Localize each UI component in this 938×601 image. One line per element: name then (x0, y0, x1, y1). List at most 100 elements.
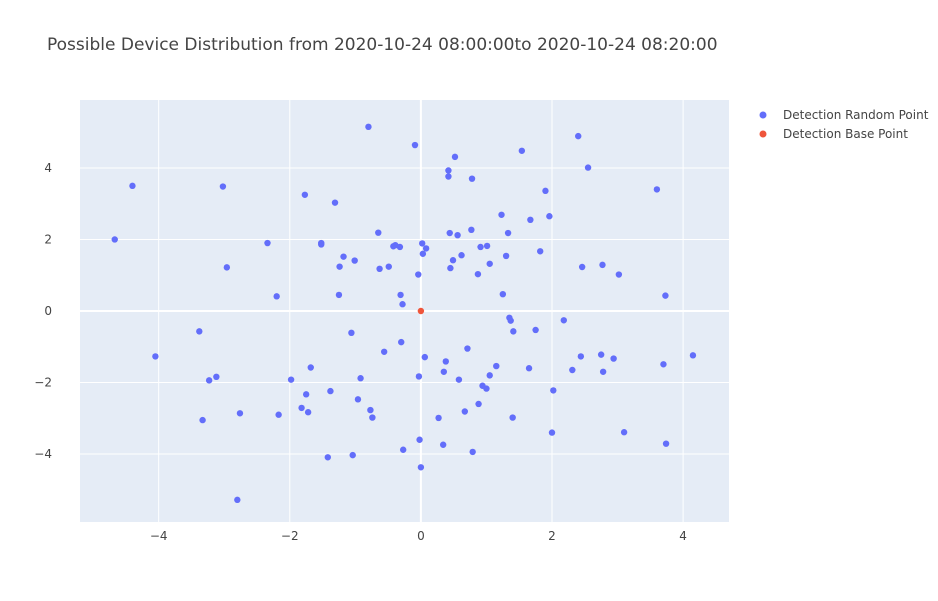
random-point-marker[interactable] (348, 329, 355, 337)
base-point-marker[interactable] (417, 307, 425, 315)
random-point-marker[interactable] (422, 245, 430, 252)
random-point-marker[interactable] (439, 441, 447, 448)
random-point-marker[interactable] (578, 263, 586, 271)
random-point-marker[interactable] (577, 353, 585, 360)
random-point-marker[interactable] (375, 229, 382, 236)
random-point-marker[interactable] (525, 365, 533, 372)
random-point-marker[interactable] (331, 199, 339, 206)
random-point-marker[interactable] (385, 263, 392, 270)
random-point-marker[interactable] (287, 376, 295, 383)
random-point-marker[interactable] (502, 252, 510, 260)
random-point-marker[interactable] (455, 376, 463, 383)
random-point-marker[interactable] (415, 373, 423, 380)
random-point-marker[interactable] (213, 373, 220, 381)
random-point-marker[interactable] (610, 355, 617, 362)
random-point-marker[interactable] (199, 416, 206, 424)
random-point-marker[interactable] (560, 317, 567, 324)
random-point-marker[interactable] (380, 348, 388, 355)
random-point-marker[interactable] (504, 229, 512, 237)
legend[interactable]: Detection Random Point Detection Base Po… (759, 108, 929, 141)
random-point-marker[interactable] (660, 361, 667, 368)
random-point-marker[interactable] (689, 352, 697, 359)
random-point-marker[interactable] (336, 263, 343, 270)
random-point-marker[interactable] (458, 252, 465, 259)
random-point-marker[interactable] (376, 265, 383, 272)
random-point-marker[interactable] (599, 368, 607, 375)
random-point-marker[interactable] (234, 496, 241, 504)
random-point-marker[interactable] (483, 242, 491, 250)
random-point-marker[interactable] (335, 291, 343, 299)
random-point-marker[interactable] (365, 123, 372, 131)
random-point-marker[interactable] (449, 257, 457, 264)
random-point-marker[interactable] (446, 229, 453, 237)
random-point-marker[interactable] (599, 261, 606, 269)
random-point-marker[interactable] (584, 164, 592, 171)
random-point-marker[interactable] (236, 410, 244, 417)
random-point-marker[interactable] (396, 243, 404, 251)
random-point-marker[interactable] (532, 326, 539, 334)
random-point-marker[interactable] (129, 182, 136, 190)
random-point-marker[interactable] (518, 147, 526, 154)
random-point-marker[interactable] (447, 264, 454, 272)
random-point-marker[interactable] (469, 448, 476, 456)
random-point-marker[interactable] (111, 236, 118, 243)
random-point-marker[interactable] (542, 187, 549, 195)
random-point-marker[interactable] (324, 454, 331, 461)
random-point-marker[interactable] (369, 414, 376, 421)
random-point-marker[interactable] (474, 270, 482, 278)
random-point-marker[interactable] (327, 387, 334, 395)
random-point-marker[interactable] (575, 132, 582, 140)
random-point-marker[interactable] (509, 414, 516, 421)
random-point-marker[interactable] (486, 372, 493, 379)
random-point-marker[interactable] (152, 353, 159, 360)
random-point-marker[interactable] (445, 167, 452, 174)
random-point-marker[interactable] (196, 328, 203, 335)
random-point-marker[interactable] (399, 446, 407, 453)
random-point-marker[interactable] (419, 250, 427, 257)
random-point-marker[interactable] (419, 240, 426, 247)
random-point-marker[interactable] (399, 301, 406, 308)
random-point-marker[interactable] (662, 292, 669, 299)
random-point-marker[interactable] (475, 400, 482, 408)
random-point-marker[interactable] (464, 345, 471, 352)
random-point-marker[interactable] (550, 387, 557, 394)
random-point-marker[interactable] (510, 328, 517, 335)
random-point-marker[interactable] (493, 362, 500, 370)
random-point-marker[interactable] (219, 183, 227, 190)
random-point-marker[interactable] (435, 414, 442, 422)
random-point-marker[interactable] (354, 396, 362, 403)
random-point-marker[interactable] (421, 353, 429, 361)
random-point-marker[interactable] (298, 404, 305, 412)
random-point-marker[interactable] (397, 291, 404, 299)
random-point-marker[interactable] (415, 271, 422, 278)
random-point-marker[interactable] (275, 411, 282, 418)
random-point-marker[interactable] (205, 377, 213, 384)
random-point-marker[interactable] (351, 257, 358, 264)
random-point-marker[interactable] (662, 440, 670, 447)
legend-item-random[interactable]: Detection Random Point (759, 108, 929, 122)
random-point-marker[interactable] (477, 243, 484, 251)
random-point-marker[interactable] (537, 248, 544, 255)
random-point-marker[interactable] (264, 239, 271, 247)
random-point-marker[interactable] (349, 451, 356, 459)
random-point-marker[interactable] (445, 173, 452, 180)
random-point-marker[interactable] (569, 366, 576, 374)
random-point-marker[interactable] (468, 175, 476, 182)
random-point-marker[interactable] (357, 375, 364, 382)
random-point-marker[interactable] (468, 226, 475, 234)
random-point-marker[interactable] (440, 368, 448, 375)
random-point-marker[interactable] (411, 141, 419, 149)
random-point-marker[interactable] (301, 191, 309, 198)
random-point-marker[interactable] (483, 385, 490, 392)
legend-item-base[interactable]: Detection Base Point (759, 127, 909, 141)
random-point-marker[interactable] (417, 464, 425, 471)
random-point-marker[interactable] (615, 271, 623, 278)
random-point-marker[interactable] (442, 358, 449, 365)
random-point-marker[interactable] (273, 293, 280, 300)
random-point-marker[interactable] (318, 239, 325, 247)
random-point-marker[interactable] (461, 408, 469, 415)
random-point-marker[interactable] (340, 253, 347, 260)
random-point-marker[interactable] (548, 429, 556, 436)
random-point-marker[interactable] (507, 317, 514, 324)
random-point-marker[interactable] (451, 153, 459, 161)
